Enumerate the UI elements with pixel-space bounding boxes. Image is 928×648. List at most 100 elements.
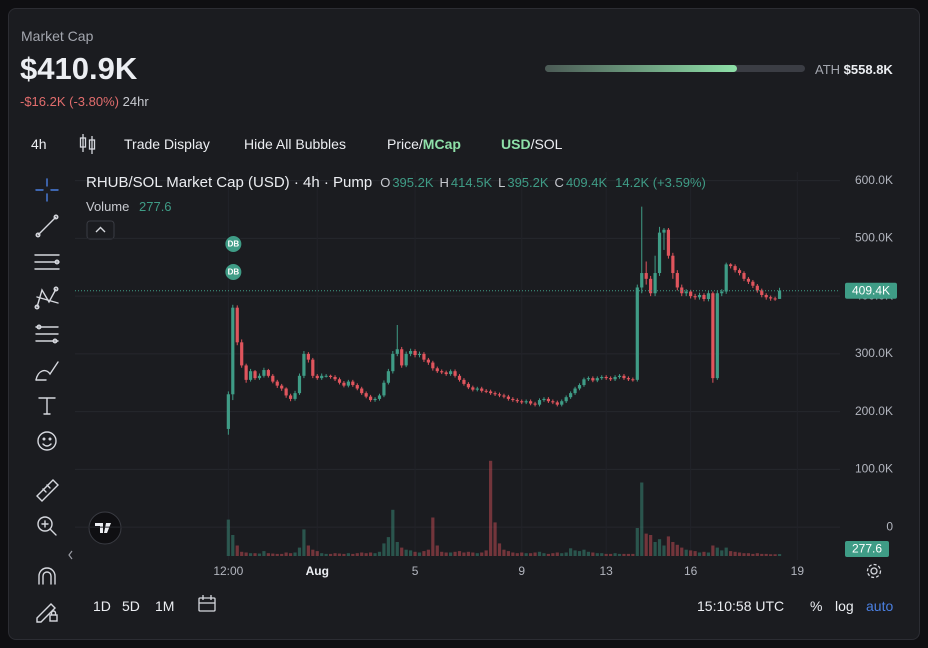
candle-body xyxy=(400,349,404,366)
candle-body xyxy=(591,378,595,381)
volume-bar xyxy=(404,549,408,556)
y-tick-label: 100.0K xyxy=(855,462,893,476)
volume-bar xyxy=(591,552,595,556)
candle-body xyxy=(586,378,591,380)
candle-body xyxy=(417,353,422,356)
volume-bar xyxy=(755,553,759,556)
candle-body xyxy=(693,296,697,298)
change-label: 14.2K (+3.59%) xyxy=(615,175,706,190)
candle-body xyxy=(377,395,382,399)
magnet-tool[interactable] xyxy=(38,567,56,585)
volume-bar xyxy=(271,553,275,556)
volume-bar xyxy=(524,553,528,556)
candle-body xyxy=(449,371,453,375)
hide-bubbles[interactable]: Hide All Bubbles xyxy=(244,136,346,152)
candle-body xyxy=(297,375,302,394)
range-3[interactable]: 1M xyxy=(155,598,175,614)
change-row: -$16.2K (-3.80%) 24hr xyxy=(20,94,149,109)
pattern-tool[interactable] xyxy=(34,286,59,310)
candle-body xyxy=(391,353,395,372)
chart-type-icon[interactable] xyxy=(79,134,96,154)
candle-body xyxy=(595,378,599,381)
volume-tag-label: 277.6 xyxy=(852,542,882,556)
volume-bar xyxy=(257,553,262,556)
candle-body xyxy=(284,388,288,396)
interval[interactable]: 4h xyxy=(31,136,47,152)
volume-bar xyxy=(515,553,519,556)
candle-body xyxy=(666,229,671,256)
candle-body xyxy=(769,297,773,299)
ohlc-value: 409.4K xyxy=(565,175,608,190)
volume-bar xyxy=(702,551,706,556)
volume-bar xyxy=(431,517,435,556)
ath-value: $558.8K xyxy=(843,62,893,77)
collapse-button[interactable] xyxy=(86,220,115,240)
volume-bar xyxy=(746,553,751,556)
scroll-left[interactable] xyxy=(68,550,73,560)
candle-body xyxy=(288,395,293,399)
log-toggle[interactable]: log xyxy=(835,598,854,614)
candle-body xyxy=(671,255,675,274)
drawing-tools xyxy=(34,178,60,623)
currency[interactable]: USD/SOL xyxy=(501,136,562,152)
candle-body xyxy=(604,376,608,379)
trend-line-tool[interactable] xyxy=(35,214,59,238)
fib-tool[interactable] xyxy=(34,254,60,270)
trade-display[interactable]: Trade Display xyxy=(124,136,210,152)
ruler-tool[interactable] xyxy=(36,479,59,502)
y-tick-label: 600.0K xyxy=(855,173,893,187)
candle-body xyxy=(386,371,390,383)
volume-bar xyxy=(422,551,426,556)
volume-bar xyxy=(297,547,302,556)
candle-body xyxy=(702,294,706,300)
usd: USD xyxy=(501,136,531,152)
candle-body xyxy=(653,273,657,294)
lock-tool[interactable] xyxy=(36,603,58,623)
candle-body xyxy=(675,273,679,288)
zoom-tool[interactable] xyxy=(37,516,57,536)
candle-body xyxy=(644,273,648,279)
candle-body xyxy=(551,401,555,403)
candle-body xyxy=(422,353,426,360)
price-mcap[interactable]: Price/MCap xyxy=(387,136,461,152)
candle-body xyxy=(613,376,617,380)
range-1[interactable]: 1D xyxy=(93,598,111,614)
volume-bar xyxy=(364,553,368,556)
volume-bar xyxy=(626,553,631,556)
range-2[interactable]: 5D xyxy=(122,598,140,614)
volume-bar xyxy=(693,551,697,556)
settings[interactable] xyxy=(866,563,882,579)
chart-legend: RHUB/SOL Market Cap (USD) · 4h · Pump O 39… xyxy=(86,174,708,191)
volume-bar xyxy=(729,551,733,556)
volume-bar xyxy=(533,552,537,556)
candle-body xyxy=(368,396,373,401)
candle-body xyxy=(435,368,439,372)
text-tool[interactable] xyxy=(38,397,56,415)
volume-bar xyxy=(617,553,622,556)
candle-body xyxy=(662,229,666,233)
candle-body xyxy=(440,371,444,373)
candle-body xyxy=(520,401,524,403)
candle-body xyxy=(475,388,479,390)
volume-bar xyxy=(328,553,333,556)
candle-body xyxy=(564,397,568,402)
volume-bar xyxy=(604,553,608,556)
volume-bar xyxy=(346,553,350,556)
percent-toggle[interactable]: % xyxy=(810,598,823,614)
date-range[interactable] xyxy=(198,595,216,612)
y-tick-label: 200.0K xyxy=(855,404,893,418)
ohlc: O 395.2K H 414.5K L 395.2K C 409.4K xyxy=(380,175,613,190)
volume-bar xyxy=(560,553,564,556)
volume-bar xyxy=(573,550,577,556)
auto-toggle[interactable]: auto xyxy=(866,598,894,614)
candle-body xyxy=(506,396,510,399)
crosshair-tool[interactable] xyxy=(35,178,59,202)
ohlc-key: L xyxy=(498,175,506,190)
x-tick-label: 12:00 xyxy=(213,564,243,578)
x-tick-label: 16 xyxy=(684,564,698,578)
brush-tool[interactable] xyxy=(35,361,59,381)
emoji-tool[interactable] xyxy=(37,431,57,451)
candle-body xyxy=(689,291,693,297)
prediction-tool[interactable] xyxy=(35,324,59,344)
market-cap-label: Market Cap xyxy=(21,28,94,44)
